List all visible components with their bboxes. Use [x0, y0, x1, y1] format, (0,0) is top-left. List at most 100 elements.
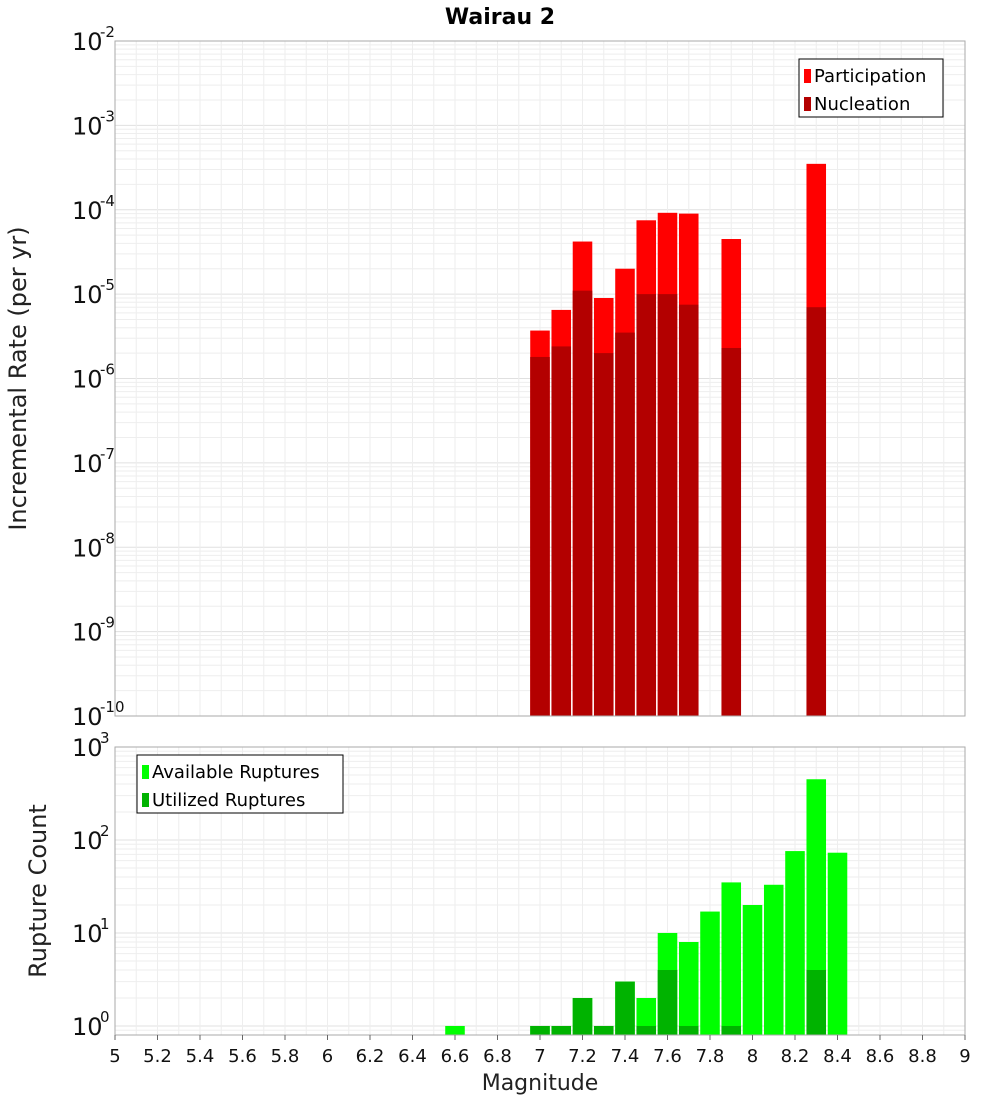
bar-utilized-ruptures — [636, 1025, 657, 1035]
x-tick-label: 8.8 — [908, 1046, 937, 1067]
y-tick-base: 10 — [72, 920, 103, 948]
y-tick-exponent: 0 — [100, 1008, 110, 1026]
y-tick-label: 100 — [72, 1008, 110, 1041]
legend-swatch — [804, 69, 811, 83]
y-tick-label: 10-6 — [72, 361, 115, 394]
x-tick-label: 6.4 — [398, 1046, 427, 1067]
y-tick-label: 10-7 — [72, 445, 115, 478]
y-tick-base: 10 — [72, 197, 103, 225]
series-1-2 — [530, 290, 827, 716]
y-tick-label: 10-8 — [72, 529, 115, 562]
y-tick-label: 10-5 — [72, 276, 115, 309]
bar-available-ruptures — [678, 942, 699, 1035]
bar-nucleation — [615, 332, 635, 716]
bar-nucleation — [572, 290, 593, 716]
y-tick-base: 10 — [72, 734, 103, 762]
x-tick-label: 7.2 — [568, 1046, 597, 1067]
bar-nucleation — [530, 356, 550, 716]
bar-utilized-ruptures — [530, 1025, 550, 1035]
x-tick-label: 5.4 — [186, 1046, 215, 1067]
y-tick-label: 10-3 — [72, 107, 115, 140]
y-tick-base: 10 — [72, 703, 103, 731]
legend-swatch — [142, 765, 149, 779]
legend-label: Nucleation — [814, 94, 910, 115]
plot-frame — [114, 40, 966, 717]
x-tick-label: 8 — [747, 1046, 758, 1067]
legend-label: Participation — [814, 66, 926, 87]
bar-available-ruptures — [445, 1025, 465, 1035]
bar-utilized-ruptures — [551, 1025, 572, 1035]
y-tick-label: 10-10 — [72, 698, 125, 731]
bar-nucleation — [678, 304, 699, 716]
bar-available-ruptures — [763, 884, 784, 1035]
legend: Participation Nucleation — [798, 58, 944, 118]
x-tick-label: 7.8 — [696, 1046, 725, 1067]
x-axis-label: Magnitude — [482, 1071, 599, 1096]
y-tick-label: 10-4 — [72, 192, 115, 225]
series-2-2 — [530, 969, 827, 1035]
bar-nucleation — [593, 353, 614, 716]
bar-nucleation — [721, 347, 742, 716]
y-tick-base: 10 — [72, 1013, 103, 1041]
legend: Available Ruptures Utilized Ruptures — [136, 754, 344, 814]
x-tick-label: 6.8 — [483, 1046, 512, 1067]
bar-utilized-ruptures — [615, 981, 635, 1035]
chart-title: Wairau 2 — [445, 5, 555, 30]
x-tick-label: 8.6 — [866, 1046, 895, 1067]
bar-nucleation — [657, 294, 678, 716]
legend-box — [136, 754, 344, 814]
y-tick-exponent: -9 — [100, 614, 115, 632]
y-tick-exponent: -8 — [100, 529, 115, 547]
y-tick-base: 10 — [72, 827, 103, 855]
y-tick-exponent: -5 — [100, 276, 115, 294]
y-tick-label: 10-2 — [72, 23, 115, 56]
x-tick-label: 7.4 — [611, 1046, 640, 1067]
bar-available-ruptures — [785, 851, 805, 1035]
y-tick-base: 10 — [72, 366, 103, 394]
bar-utilized-ruptures — [721, 1025, 742, 1035]
y-tick-exponent: 1 — [100, 915, 110, 933]
bar-utilized-ruptures — [657, 969, 678, 1035]
y-tick-base: 10 — [72, 619, 103, 647]
x-tick-label: 6.2 — [356, 1046, 385, 1067]
y-tick-exponent: -10 — [100, 698, 125, 716]
bar-available-ruptures — [700, 911, 720, 1035]
bar-nucleation — [551, 346, 572, 716]
y-tick-label: 103 — [72, 729, 110, 762]
y-tick-base: 10 — [72, 112, 103, 140]
y-tick-exponent: -6 — [100, 361, 115, 379]
x-tick-label: 7.6 — [653, 1046, 682, 1067]
legend-label: Utilized Ruptures — [152, 790, 305, 811]
y-tick-exponent: -7 — [100, 445, 115, 463]
y-tick-label: 101 — [72, 915, 110, 948]
x-tick-label: 5.6 — [228, 1046, 257, 1067]
x-tick-label: 6 — [322, 1046, 333, 1067]
bar-utilized-ruptures — [678, 1025, 699, 1035]
y-tick-exponent: 3 — [100, 729, 110, 747]
x-tick-label: 6.6 — [441, 1046, 470, 1067]
y-tick-base: 10 — [72, 450, 103, 478]
bar-nucleation — [636, 294, 657, 716]
y-tick-base: 10 — [72, 534, 103, 562]
y-tick-label: 10-9 — [72, 614, 115, 647]
bar-utilized-ruptures — [593, 1025, 614, 1035]
y-tick-exponent: -2 — [100, 23, 115, 41]
y-tick-base: 10 — [72, 28, 103, 56]
bar-nucleation — [806, 307, 827, 716]
y-axis-label: Incremental Rate (per yr) — [4, 226, 32, 530]
y-tick-exponent: -4 — [100, 192, 115, 210]
bar-available-ruptures — [636, 997, 657, 1035]
legend-label: Available Ruptures — [152, 762, 320, 783]
x-tick-label: 5.2 — [143, 1046, 172, 1067]
bar-utilized-ruptures — [572, 997, 593, 1035]
legend-swatch — [142, 793, 149, 807]
legend-swatch — [804, 97, 811, 111]
y-axis-label: Rupture Count — [24, 804, 52, 978]
y-tick-exponent: 2 — [100, 822, 110, 840]
y-tick-label: 102 — [72, 822, 110, 855]
x-tick-label: 5 — [109, 1046, 120, 1067]
bar-available-ruptures — [827, 852, 848, 1035]
x-tick-label: 7 — [534, 1046, 545, 1067]
